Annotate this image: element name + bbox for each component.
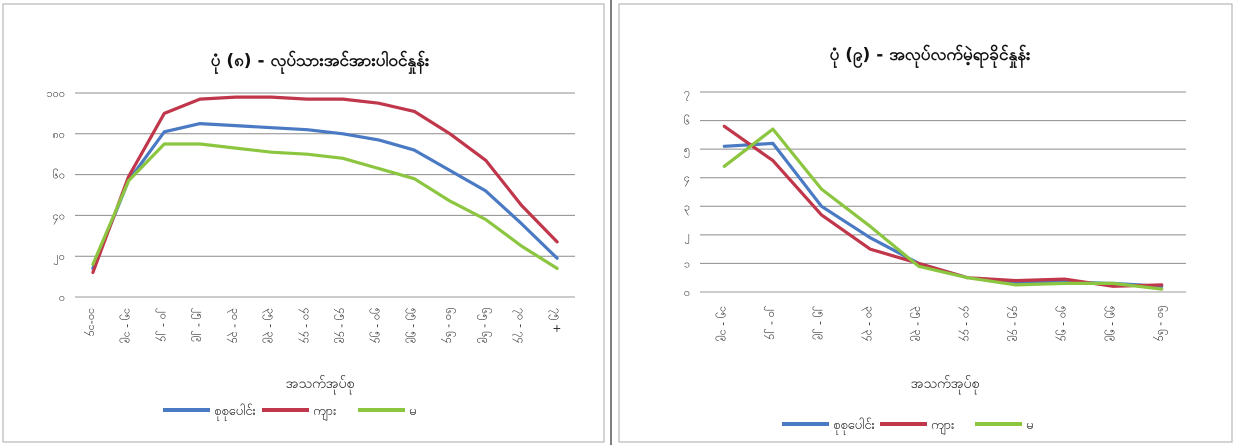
- y-tick-label: ၀: [59, 291, 65, 304]
- y-tick-label: ၁၀၀: [46, 87, 65, 100]
- y-tick-label: ၀: [684, 286, 690, 299]
- y-tick-label: ၄: [684, 172, 690, 187]
- series-line-female: [91, 142, 559, 270]
- legend-1: စုစုပေါင်း ကျား မ: [163, 403, 416, 421]
- chart-panel-frame-1: [2, 3, 605, 443]
- chart-panel-frame-2: [618, 3, 1233, 443]
- x-tick-label: ၃၅ - ၃၉: [263, 308, 278, 344]
- x-tick-label: ၄၀ - ၄၄: [298, 308, 313, 344]
- y-tick-label: ၂: [685, 229, 690, 244]
- chart-title-1: ပုံ (၈) - လုပ်သားအင်အားပါဝင်နှုန်း: [211, 49, 430, 75]
- y-tick-label: ၇: [684, 86, 690, 101]
- x-tick-label: ၁၅ - ၁၉: [120, 308, 135, 344]
- y-tick-label: ၅: [684, 143, 690, 158]
- x-tick-label: ၆၀ - ၆၄: [441, 308, 456, 344]
- x-tick-label: ၇၅ +: [548, 308, 563, 333]
- x-tick-label: ၂၀ - ၂၄: [764, 306, 779, 340]
- legend-label-total: စုစုပေါင်း: [214, 403, 256, 421]
- y-tick-label: ၈၀: [53, 128, 65, 141]
- legend-2: စုစုပေါင်း ကျား မ: [782, 417, 1033, 435]
- y-tick-label: ၁: [684, 257, 690, 270]
- legend-label-male: ကျား: [313, 404, 336, 421]
- x-tick-label: ၆၅ - ၆၉: [477, 308, 492, 344]
- x-tick-label: ၂၀ - ၂၄: [155, 308, 170, 342]
- y-tick-label: ၄၀: [53, 209, 65, 224]
- y-tick-label: ၃: [684, 200, 690, 215]
- y-tick-label: ၂၀: [53, 250, 65, 265]
- x-tick-label: ၃၅ - ၃၉: [910, 306, 925, 342]
- legend-label-female: မ: [409, 404, 416, 419]
- x-tick-label: ၆၀ - ၆၄: [1153, 306, 1168, 342]
- x-tick-label: ၁၀-၁၄: [84, 308, 99, 337]
- series-line-total: [91, 121, 559, 270]
- x-tick-label: ၂၅ - ၂၉: [813, 306, 828, 340]
- y-tick-label: ၆၀: [53, 169, 65, 182]
- x-tick-label: ၃၀ - ၃၄: [227, 308, 242, 344]
- x-tick-label: ၄၅ - ၄၉: [334, 308, 349, 344]
- legend-label-total: စုစုပေါင်း: [833, 417, 875, 435]
- chart-title-2: ပုံ (၉) - အလုပ်လက်မဲ့ရာခိုင်နှုန်း: [830, 44, 1031, 69]
- x-tick-label: ၅၀ - ၅၄: [1056, 306, 1071, 342]
- x-tick-label: ၄၅ - ၄၉: [1007, 306, 1022, 342]
- x-tick-label: ၅၅ - ၅၉: [405, 308, 420, 344]
- plot-area-2: ၀ ၁ ၂ ၃ ၄ ၅ ၆ ၇၁၅ - ၁၉ ၂၀ - ၂၄ ၂၅ - ၂၉ ၃၀ - ၃၄ ၃၅ -…: [684, 86, 1186, 342]
- y-tick-label: ၆: [684, 115, 690, 128]
- x-tick-label: ၅၀ - ၅၄: [370, 308, 385, 344]
- x-tick-label: ၁၅ - ၁၉: [715, 306, 730, 342]
- legend-label-male: ကျား: [931, 418, 954, 435]
- x-tick-label: ၃၀ - ၃၄: [861, 306, 876, 342]
- x-tick-label: ၄၀ - ၄၄: [958, 306, 973, 342]
- x-tick-label: ၇၀ - ၇၄: [513, 308, 528, 344]
- series-line-female: [722, 127, 1164, 291]
- x-axis-title-2: အသက်အုပ်စု: [911, 376, 980, 394]
- legend-label-female: မ: [1026, 418, 1033, 433]
- x-tick-label: ၅၅ - ၅၉: [1104, 306, 1119, 342]
- series-line-male: [91, 95, 559, 275]
- x-tick-label: ၂၅ - ၂၉: [191, 308, 206, 342]
- x-axis-title-1: အသက်အုပ်စု: [286, 376, 355, 394]
